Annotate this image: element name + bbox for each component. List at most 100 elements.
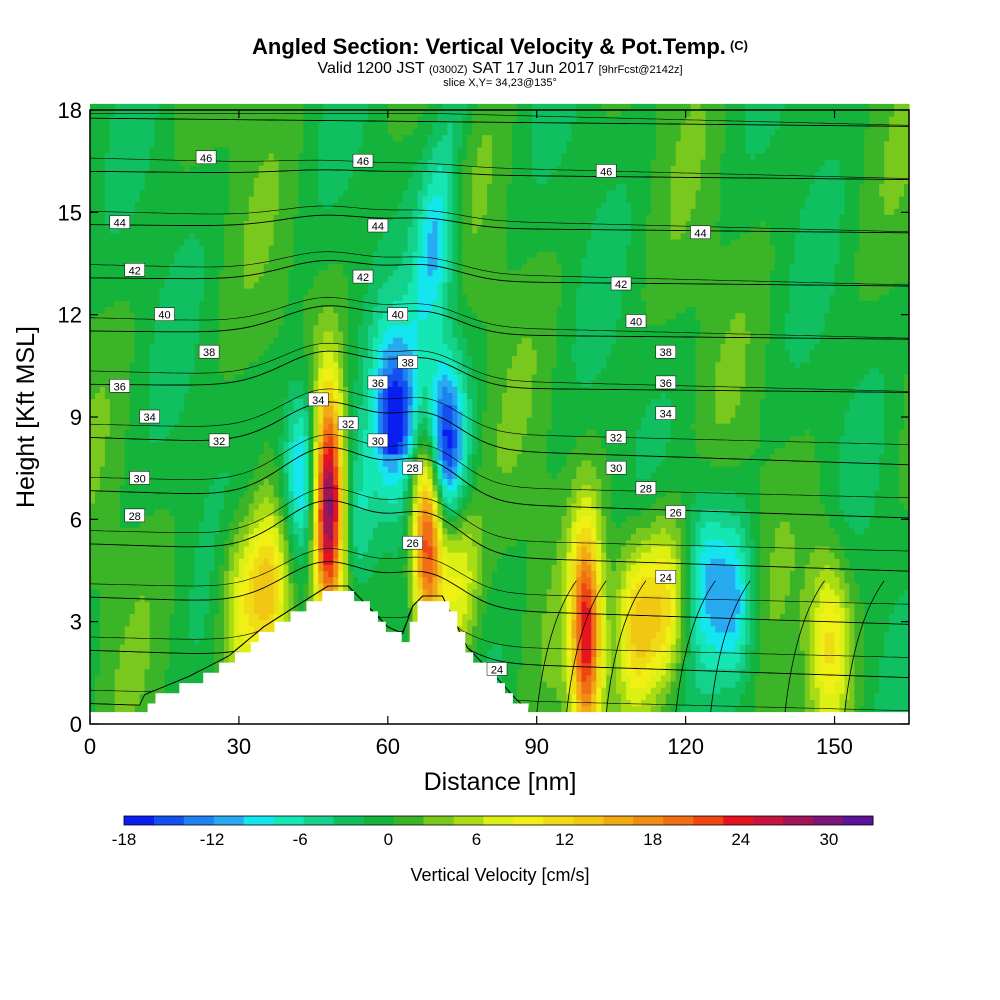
field-cell — [119, 306, 126, 314]
field-cell — [114, 196, 121, 203]
field-cell — [144, 681, 151, 688]
field-cell — [204, 257, 210, 265]
field-cell — [119, 650, 126, 657]
field-cell — [214, 619, 220, 627]
field-cell — [139, 140, 146, 148]
field-cell — [209, 171, 215, 179]
field-cell — [303, 288, 309, 295]
field-cell — [214, 576, 220, 584]
field-cell — [268, 460, 275, 467]
field-cell — [318, 521, 324, 529]
field-cell — [164, 128, 171, 136]
field-cell — [204, 564, 210, 572]
field-cell — [268, 153, 275, 160]
field-cell — [323, 275, 329, 283]
field-cell — [273, 527, 280, 535]
field-cell — [303, 281, 309, 289]
field-cell — [95, 699, 101, 707]
field-cell — [119, 134, 126, 142]
field-cell — [273, 460, 280, 467]
field-cell — [298, 214, 305, 222]
field-cell — [303, 435, 309, 443]
field-cell — [263, 496, 270, 504]
field-cell — [253, 582, 260, 590]
field-cell — [114, 153, 121, 160]
field-cell — [109, 165, 116, 172]
field-cell — [194, 564, 200, 572]
field-cell — [273, 509, 280, 516]
field-cell — [243, 521, 250, 529]
field-cell — [288, 417, 295, 424]
field-cell — [99, 625, 106, 633]
field-cell — [104, 398, 111, 406]
field-cell — [278, 251, 285, 258]
field-cell — [90, 521, 96, 529]
field-cell — [189, 552, 195, 559]
field-cell — [313, 263, 319, 271]
field-cell — [99, 601, 106, 608]
field-cell — [194, 380, 200, 387]
field-cell — [109, 269, 116, 277]
field-cell — [224, 171, 230, 179]
field-cell — [154, 662, 161, 670]
field-cell — [313, 324, 319, 332]
field-cell — [209, 601, 215, 608]
field-cell — [243, 288, 250, 295]
field-cell — [288, 496, 295, 504]
field-cell — [209, 447, 215, 455]
field-cell — [109, 146, 116, 154]
field-cell — [298, 324, 305, 332]
field-cell — [229, 460, 235, 467]
field-cell — [139, 116, 146, 123]
field-cell — [293, 269, 300, 277]
field-cell — [273, 134, 280, 142]
field-cell — [288, 441, 295, 449]
field-cell — [90, 318, 96, 326]
field-cell — [104, 134, 111, 142]
field-cell — [303, 318, 309, 326]
field-cell — [154, 509, 161, 516]
field-cell — [119, 153, 126, 160]
field-cell — [164, 183, 171, 191]
field-cell — [95, 196, 101, 203]
field-cell — [278, 453, 285, 461]
field-cell — [199, 662, 205, 670]
field-cell — [219, 140, 225, 148]
field-cell — [194, 318, 200, 326]
field-cell — [90, 674, 96, 682]
field-cell — [313, 269, 319, 277]
field-cell — [323, 453, 329, 461]
field-cell — [129, 294, 136, 301]
field-cell — [149, 668, 156, 676]
field-cell — [174, 122, 180, 129]
field-cell — [90, 410, 96, 418]
field-cell — [144, 343, 151, 350]
field-cell — [229, 521, 235, 529]
field-cell — [139, 644, 146, 651]
field-cell — [243, 146, 250, 154]
field-cell — [159, 128, 166, 136]
field-cell — [124, 324, 131, 332]
field-cell — [219, 208, 225, 215]
field-cell — [209, 245, 215, 252]
field-cell — [283, 453, 290, 461]
field-cell — [313, 380, 319, 387]
field-cell — [283, 558, 290, 565]
field-cell — [90, 693, 96, 700]
field-cell — [109, 429, 116, 436]
field-cell — [308, 269, 314, 277]
field-cell — [229, 631, 235, 639]
field-cell — [189, 269, 195, 277]
field-cell — [154, 146, 161, 154]
field-cell — [119, 238, 126, 246]
field-cell — [114, 165, 121, 172]
field-cell — [129, 484, 136, 492]
slice-line: slice X,Y= 34,23@135° — [443, 77, 557, 89]
field-cell — [194, 447, 200, 455]
field-cell — [303, 380, 309, 387]
field-cell — [229, 312, 235, 320]
field-cell — [229, 355, 235, 363]
field-cell — [174, 159, 180, 166]
field-cell — [144, 638, 151, 645]
field-cell — [90, 300, 96, 307]
